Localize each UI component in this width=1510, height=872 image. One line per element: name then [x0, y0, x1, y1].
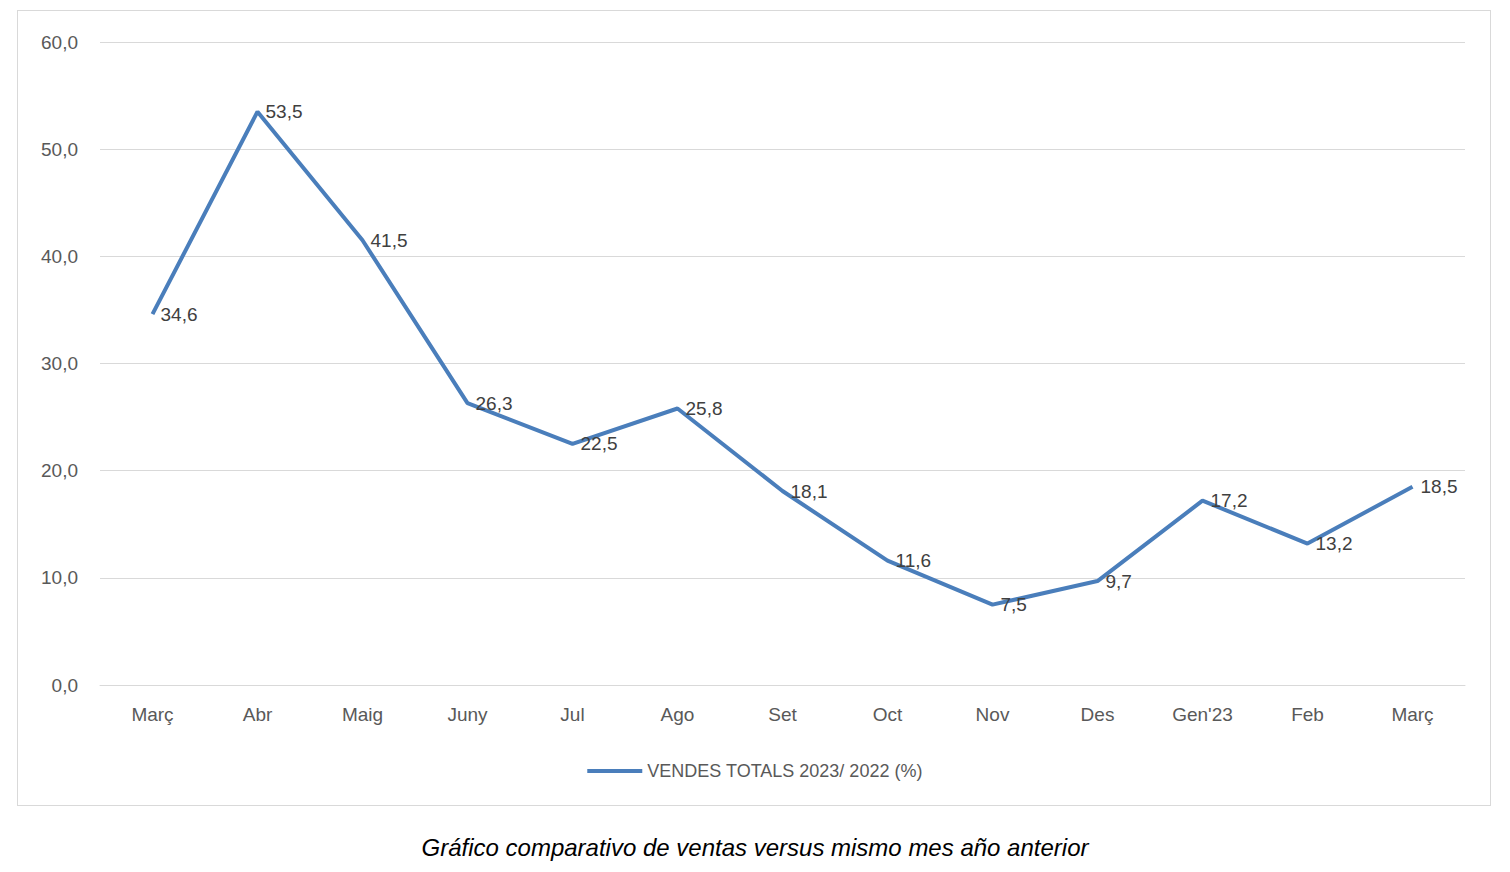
svg-text:18,1: 18,1	[791, 481, 828, 502]
svg-text:Març: Març	[1391, 704, 1433, 725]
svg-text:Set: Set	[768, 704, 797, 725]
svg-text:7,5: 7,5	[1001, 594, 1027, 615]
svg-text:Des: Des	[1081, 704, 1115, 725]
svg-text:Jul: Jul	[560, 704, 584, 725]
svg-text:Gen'23: Gen'23	[1172, 704, 1233, 725]
svg-text:9,7: 9,7	[1106, 571, 1132, 592]
svg-text:Ago: Ago	[661, 704, 695, 725]
svg-text:Maig: Maig	[342, 704, 383, 725]
svg-text:22,5: 22,5	[581, 433, 618, 454]
svg-text:53,5: 53,5	[266, 101, 303, 122]
svg-text:0,0: 0,0	[52, 675, 78, 696]
svg-text:Oct: Oct	[873, 704, 903, 725]
svg-text:26,3: 26,3	[476, 393, 513, 414]
svg-text:41,5: 41,5	[371, 230, 408, 251]
svg-text:20,0: 20,0	[41, 460, 78, 481]
svg-text:Gráfico comparativo de ventas: Gráfico comparativo de ventas versus mis…	[422, 834, 1090, 861]
svg-text:Feb: Feb	[1291, 704, 1324, 725]
svg-text:34,6: 34,6	[161, 304, 198, 325]
svg-text:17,2: 17,2	[1211, 490, 1248, 511]
svg-text:18,5: 18,5	[1421, 476, 1458, 497]
svg-text:11,6: 11,6	[896, 550, 932, 571]
svg-text:VENDES TOTALS 2023/ 2022 (%): VENDES TOTALS 2023/ 2022 (%)	[647, 761, 922, 781]
svg-text:Nov: Nov	[976, 704, 1010, 725]
svg-text:25,8: 25,8	[686, 398, 723, 419]
svg-text:Juny: Juny	[447, 704, 488, 725]
svg-text:50,0: 50,0	[41, 139, 78, 160]
svg-text:10,0: 10,0	[41, 567, 78, 588]
svg-text:13,2: 13,2	[1316, 533, 1353, 554]
svg-text:60,0: 60,0	[41, 32, 78, 53]
svg-text:40,0: 40,0	[41, 246, 78, 267]
svg-text:30,0: 30,0	[41, 353, 78, 374]
svg-text:Març: Març	[131, 704, 173, 725]
svg-text:Abr: Abr	[243, 704, 273, 725]
